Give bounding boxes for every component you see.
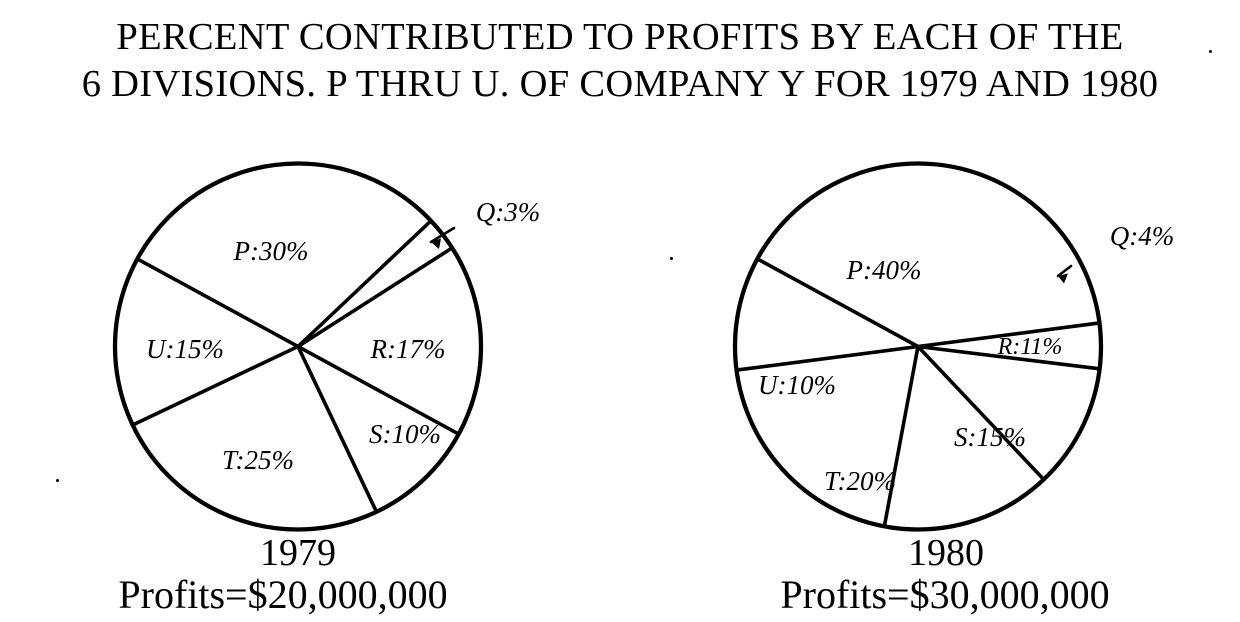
svg-text:Profits=$30,000,000: Profits=$30,000,000 <box>780 572 1109 617</box>
svg-text:P:30%: P:30% <box>233 236 309 266</box>
svg-text:Q:4%: Q:4% <box>1110 221 1174 251</box>
svg-text:P:40%: P:40% <box>846 255 922 285</box>
svg-text:S:15%: S:15% <box>954 422 1026 452</box>
svg-text:R:17%: R:17% <box>370 334 446 364</box>
svg-text:Profits=$20,000,000: Profits=$20,000,000 <box>118 572 447 617</box>
svg-text:1980: 1980 <box>908 532 984 574</box>
svg-text:Q:3%: Q:3% <box>476 197 540 227</box>
svg-text:1979: 1979 <box>260 532 336 574</box>
svg-text:T:25%: T:25% <box>222 445 294 475</box>
svg-text:U:10%: U:10% <box>758 370 836 400</box>
svg-text:S:10%: S:10% <box>369 419 441 449</box>
svg-text:R:11%: R:11% <box>997 334 1063 360</box>
svg-text:T:20%: T:20% <box>824 466 896 496</box>
svg-text:U:15%: U:15% <box>146 334 224 364</box>
